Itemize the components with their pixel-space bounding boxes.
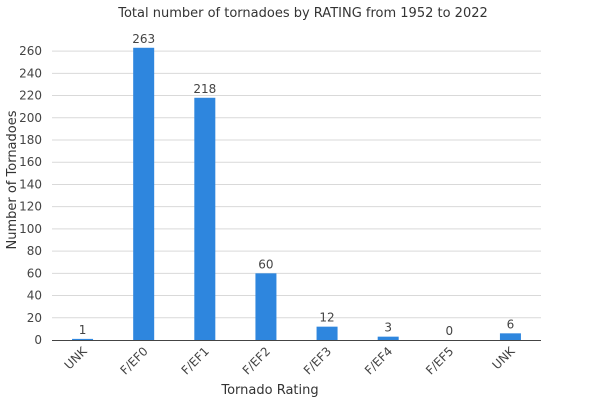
data-label: 6 [507, 317, 515, 331]
y-tick-label: 220 [19, 89, 42, 103]
x-tick-label: F/EF1 [179, 344, 212, 377]
data-label: 1 [79, 323, 87, 337]
bars [72, 47, 521, 341]
bar [377, 336, 399, 340]
bar [255, 273, 277, 340]
bar [133, 47, 155, 341]
y-tick-label: 100 [19, 222, 42, 236]
y-tick-label: 40 [27, 289, 42, 303]
data-label: 12 [319, 311, 334, 325]
y-tick-label: 140 [19, 177, 42, 191]
y-tick-label: 160 [19, 155, 42, 169]
data-label: 3 [384, 321, 392, 335]
data-labels: 1 263 218 60 12 3 0 6 [79, 32, 515, 338]
x-tick-label: F/EF5 [423, 344, 456, 377]
data-label: 60 [258, 257, 273, 271]
bar [72, 338, 94, 340]
y-tick-label: 20 [27, 311, 42, 325]
data-label: 0 [445, 324, 453, 338]
data-label: 218 [193, 82, 216, 96]
x-axis-title: Tornado Rating [220, 383, 318, 398]
y-tick-label: 240 [19, 66, 42, 80]
x-tick-label: F/EF0 [118, 344, 151, 377]
data-label: 263 [132, 32, 155, 46]
x-tick-label: F/EF2 [240, 344, 273, 377]
y-tick-label: 0 [34, 333, 42, 347]
x-tick-label: F/EF4 [362, 344, 395, 377]
y-axis-title: Number of Tornadoes [5, 110, 20, 249]
y-tick-label: 60 [27, 266, 42, 280]
y-tick-label: 200 [19, 111, 42, 125]
bar [194, 97, 216, 341]
bar [499, 333, 521, 340]
x-tick-label: UNK [62, 343, 91, 372]
chart-title: Total number of tornadoes by RATING from… [117, 6, 488, 21]
x-axis-ticks: UNK F/EF0 F/EF1 F/EF2 F/EF3 F/EF4 F/EF5 UNK [62, 343, 519, 377]
y-tick-label: 260 [19, 44, 42, 58]
x-tick-label: UNK [490, 343, 519, 372]
y-tick-label: 180 [19, 133, 42, 147]
bar [316, 326, 338, 340]
gridlines [52, 50, 541, 319]
y-axis-ticks: 0 20 40 60 80 100 120 140 160 180 200 220 240 260 [19, 44, 42, 347]
x-tick-label: F/EF3 [301, 344, 334, 377]
y-tick-label: 120 [19, 200, 42, 214]
y-tick-label: 80 [27, 244, 42, 258]
